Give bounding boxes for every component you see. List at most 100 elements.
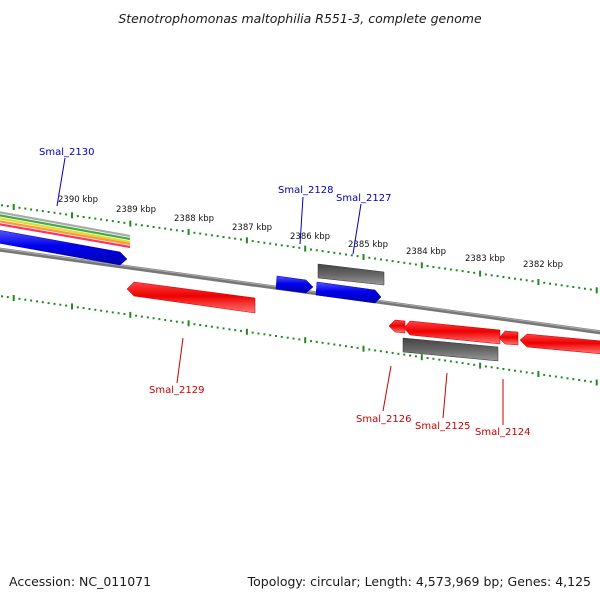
minor-tick: [473, 363, 476, 366]
minor-tick: [438, 358, 441, 361]
minor-tick: [549, 282, 551, 285]
minor-tick: [240, 238, 242, 241]
minor-tick: [298, 338, 301, 341]
minor-tick: [263, 241, 266, 244]
minor-tick: [572, 378, 575, 381]
minor-tick: [368, 256, 371, 259]
minor-tick: [164, 227, 167, 230]
rna-feature[interactable]: [317, 263, 385, 286]
gene-label-smal-2128[interactable]: Smal_2128: [278, 185, 333, 196]
minor-tick: [158, 318, 161, 321]
gene-label-smal-2127[interactable]: Smal_2127: [336, 193, 391, 204]
gc-band: [0, 214, 131, 241]
minor-tick: [531, 372, 534, 375]
minor-tick: [350, 346, 353, 348]
minor-tick: [484, 365, 487, 368]
minor-tick: [76, 215, 79, 218]
minor-tick: [385, 259, 388, 262]
minor-tick: [181, 321, 184, 324]
minor-tick: [228, 236, 231, 239]
minor-tick: [24, 207, 27, 210]
gene-features: [0, 230, 600, 362]
minor-tick: [578, 286, 581, 289]
major-tick: [129, 311, 132, 318]
gene-arrow-smal-2126[interactable]: [388, 319, 406, 334]
minor-tick: [333, 251, 336, 254]
minor-tick: [514, 369, 516, 372]
minor-tick: [175, 229, 178, 232]
gene-label-smal-2129[interactable]: Smal_2129: [149, 385, 204, 396]
minor-tick: [88, 308, 91, 310]
minor-tick: [30, 299, 33, 302]
minor-tick: [263, 333, 266, 336]
minor-tick: [158, 226, 161, 229]
gene-label-smal-2125[interactable]: Smal_2125: [415, 421, 470, 432]
minor-tick: [170, 319, 173, 322]
minor-tick: [385, 351, 388, 354]
minor-tick: [88, 216, 91, 219]
minor-tick: [432, 357, 435, 360]
major-tick: [304, 245, 307, 252]
minor-tick: [432, 266, 435, 268]
gene-label-smal-2124[interactable]: Smal_2124: [475, 427, 530, 438]
minor-tick: [257, 241, 260, 243]
minor-tick: [82, 216, 85, 218]
minor-tick: [164, 319, 167, 321]
minor-tick: [140, 315, 143, 318]
minor-tick: [589, 380, 592, 383]
minor-tick: [543, 373, 546, 376]
minor-tick: [554, 375, 557, 378]
major-tick: [71, 212, 73, 219]
minor-tick: [549, 374, 551, 377]
major-tick: [187, 229, 190, 235]
minor-tick: [345, 253, 347, 256]
gene-arrow-smal-2128[interactable]: [275, 275, 314, 294]
major-tick: [420, 354, 423, 361]
minor-tick: [6, 205, 9, 208]
gene-arrow-smal-2127[interactable]: [315, 281, 382, 304]
minor-tick: [350, 254, 353, 257]
gene-arrow-smal-2125[interactable]: [403, 320, 501, 345]
major-tick: [362, 254, 365, 260]
major-tick: [420, 262, 423, 269]
minor-tick: [111, 220, 114, 223]
major-tick: [479, 362, 482, 369]
rna-feature[interactable]: [402, 337, 499, 362]
gene-arrow-smal-2124[interactable]: [498, 330, 519, 346]
minor-tick: [82, 307, 85, 310]
minor-tick: [484, 273, 487, 276]
gene-arrow-smal-2130[interactable]: [0, 230, 128, 266]
gc-content-bands: [0, 211, 131, 249]
minor-tick: [240, 329, 242, 332]
minor-tick: [24, 298, 27, 301]
major-tick: [537, 279, 540, 285]
minor-tick: [140, 224, 143, 227]
gene-arrow[interactable]: [519, 333, 600, 355]
minor-tick: [234, 237, 237, 240]
minor-tick: [502, 276, 505, 278]
tick-label: 2384 kbp: [406, 247, 446, 257]
gc-band: [0, 217, 131, 244]
minor-tick: [199, 324, 202, 326]
gc-band: [0, 211, 131, 238]
minor-tick: [135, 223, 138, 226]
minor-tick: [508, 276, 511, 279]
minor-tick: [374, 349, 377, 352]
minor-tick: [222, 236, 225, 238]
minor-tick: [566, 285, 569, 288]
minor-tick: [397, 261, 400, 263]
minor-tick: [65, 213, 68, 216]
minor-tick: [152, 226, 155, 228]
minor-tick: [449, 360, 452, 363]
gene-label-smal-2130[interactable]: Smal_2130: [39, 147, 94, 158]
leader-smal-2126: [382, 365, 392, 412]
minor-tick: [496, 275, 499, 278]
minor-tick: [461, 362, 464, 365]
tick-label: 2382 kbp: [523, 260, 563, 270]
gene-label-smal-2126[interactable]: Smal_2126: [356, 414, 411, 425]
tick-label: 2390 kbp: [58, 195, 98, 205]
minor-tick: [1, 204, 3, 207]
minor-tick: [269, 242, 272, 245]
minor-tick: [345, 345, 347, 348]
gene-arrow-smal-2129[interactable]: [126, 281, 256, 314]
